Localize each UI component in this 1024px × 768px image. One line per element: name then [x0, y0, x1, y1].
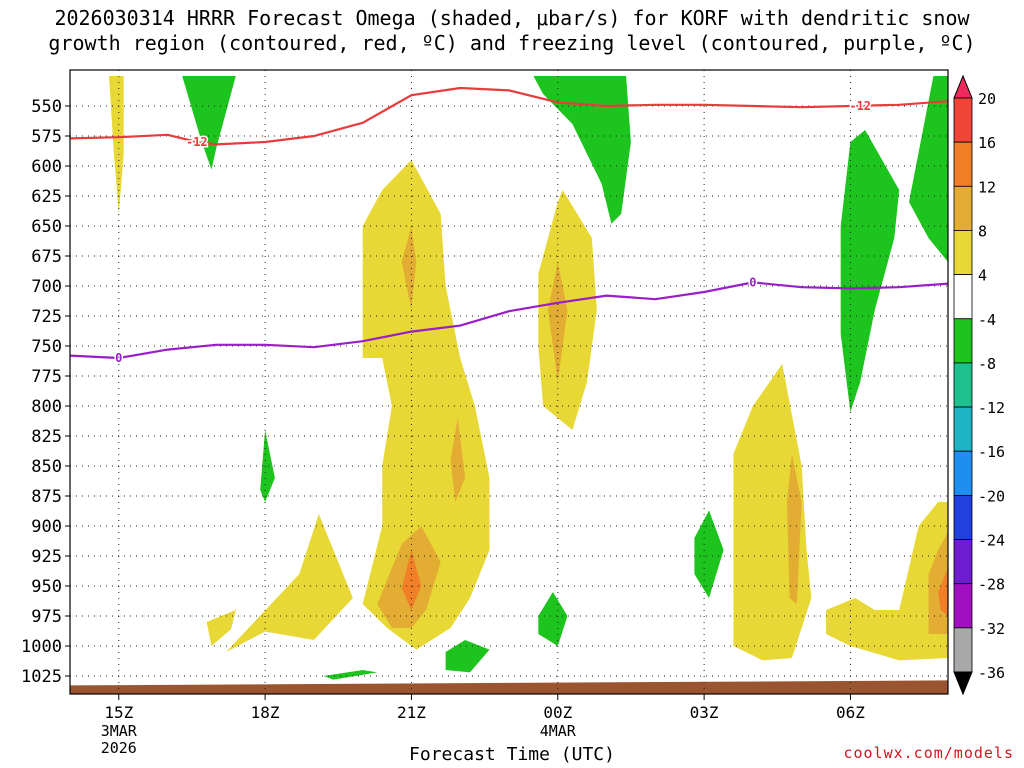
dendritic-12-line: [70, 86, 948, 146]
colorbar-label--8: -8: [978, 355, 996, 373]
omega-region-4-0: [109, 76, 124, 214]
colorbar-label-8: 8: [978, 222, 987, 240]
site-credit: coolwx.com/models: [843, 744, 1014, 762]
y-tick-label-1025: 1025: [21, 667, 62, 687]
colorbar-box-2: [953, 141, 973, 187]
colorbar-label--36: -36: [978, 664, 1005, 682]
y-tick-label-700: 700: [31, 277, 62, 297]
omega-region-8-17: [450, 418, 466, 502]
colorbar-label--24: -24: [978, 532, 1005, 550]
x-tick-label-06Z: 06Z: [836, 703, 865, 722]
omega-region-8-16: [401, 226, 417, 310]
omega-region--4-8: [445, 640, 490, 673]
colorbar-label--28: -28: [978, 576, 1005, 594]
omega-region--4-1: [182, 76, 236, 170]
freezing-level-0-line: [70, 281, 948, 360]
colorbar-label-16: 16: [978, 134, 996, 152]
omega-region-4-13: [826, 502, 948, 661]
colorbar-label--32: -32: [978, 620, 1005, 638]
y-tick-label-850: 850: [31, 457, 62, 477]
y-tick-label-550: 550: [31, 97, 62, 117]
colorbar-box-5: [953, 274, 973, 320]
x-tick-label-15Z: 15Z: [104, 703, 133, 722]
y-tick-label-675: 675: [31, 247, 62, 267]
omega-region--4-3: [840, 130, 900, 412]
omega-region--4-5: [260, 430, 275, 502]
contour-lines: -12 -12 0 0: [70, 86, 948, 367]
colorbar-label--16: -16: [978, 443, 1005, 461]
y-tick-label-925: 925: [31, 547, 62, 567]
colorbar-box-3: [953, 185, 973, 231]
x-tick-label-21Z: 21Z: [397, 703, 426, 722]
chart-title-line2: growth region (contoured, red, ºC) and f…: [48, 31, 976, 55]
omega-region--4-9: [323, 670, 378, 680]
y-tick-label-950: 950: [31, 577, 62, 597]
x-tick-label-03Z: 03Z: [690, 703, 719, 722]
chart-title-line1: 2026030314 HRRR Forecast Omega (shaded, …: [54, 6, 970, 30]
colorbar-bottom-triangle: [953, 671, 973, 696]
colorbar-box-12: [953, 583, 973, 629]
colorbar-label--20: -20: [978, 487, 1005, 505]
omega-region-4-15: [206, 610, 236, 646]
dendritic-12-label-0: -12: [186, 135, 208, 149]
omega-region-8-19: [787, 454, 802, 604]
colorbar-box-13: [953, 627, 973, 673]
colorbar-box-11: [953, 539, 973, 585]
terrain-layer: [70, 680, 948, 694]
y-tick-label-875: 875: [31, 487, 62, 507]
x-sublabel-15Z-0: 3MAR: [101, 722, 138, 740]
omega-region--4-6: [538, 592, 568, 646]
y-tick-label-600: 600: [31, 157, 62, 177]
plot-frame: [69, 69, 949, 695]
y-tick-label-575: 575: [31, 127, 62, 147]
omega-region--4-2: [533, 76, 631, 224]
colorbar-box-1: [953, 97, 973, 143]
y-tick-label-625: 625: [31, 187, 62, 207]
omega-region-4-10: [362, 160, 490, 650]
colorbar-box-9: [953, 450, 973, 496]
colorbar-label-20: 20: [978, 90, 996, 108]
y-tick-label-750: 750: [31, 337, 62, 357]
freezing-level-0-label-2: 0: [115, 351, 122, 365]
colorbar-box-10: [953, 494, 973, 540]
x-tick-label-18Z: 18Z: [251, 703, 280, 722]
colorbar-box-7: [953, 362, 973, 408]
omega-region-12-23: [938, 568, 948, 616]
y-tick-label-1000: 1000: [21, 637, 62, 657]
y-tick-label-800: 800: [31, 397, 62, 417]
y-tick-label-725: 725: [31, 307, 62, 327]
omega-region-4-14: [226, 514, 353, 652]
omega-region-4-11: [538, 190, 597, 430]
y-tick-label-825: 825: [31, 427, 62, 447]
y-tick-label-650: 650: [31, 217, 62, 237]
colorbar-label--12: -12: [978, 399, 1005, 417]
y-tick-label-775: 775: [31, 367, 62, 387]
x-axis-label: Forecast Time (UTC): [409, 744, 615, 765]
omega-region--4-7: [694, 510, 724, 598]
grid-lines: [70, 70, 948, 694]
colorbar-box-8: [953, 406, 973, 452]
x-tick-label-00Z: 00Z: [543, 703, 572, 722]
x-sublabel-15Z-1: 2026: [101, 739, 137, 757]
colorbar-label-4: 4: [978, 267, 987, 285]
terrain-surface: [70, 680, 948, 694]
colorbar-label-12: 12: [978, 178, 996, 196]
colorbar-label--4: -4: [978, 311, 996, 329]
y-tick-label-900: 900: [31, 517, 62, 537]
omega-region--4-4: [909, 76, 948, 262]
colorbar-box-4: [953, 230, 973, 276]
axes: 550 575 600 625 650 675 700 725 750 775 800 825 850 8…: [21, 69, 949, 757]
dendritic-12-label-1: -12: [849, 99, 871, 113]
omega-shading: [109, 76, 948, 680]
x-sublabel-00Z-0: 4MAR: [540, 722, 577, 740]
colorbar: 20 16 12 8 4 -4 -8 -12 -16 -20 -24 -28 -32 -36: [953, 74, 1005, 696]
colorbar-box-6: [953, 318, 973, 364]
colorbar-top-triangle: [953, 74, 973, 99]
freezing-level-0-label-3: 0: [749, 275, 756, 289]
y-tick-label-975: 975: [31, 607, 62, 627]
